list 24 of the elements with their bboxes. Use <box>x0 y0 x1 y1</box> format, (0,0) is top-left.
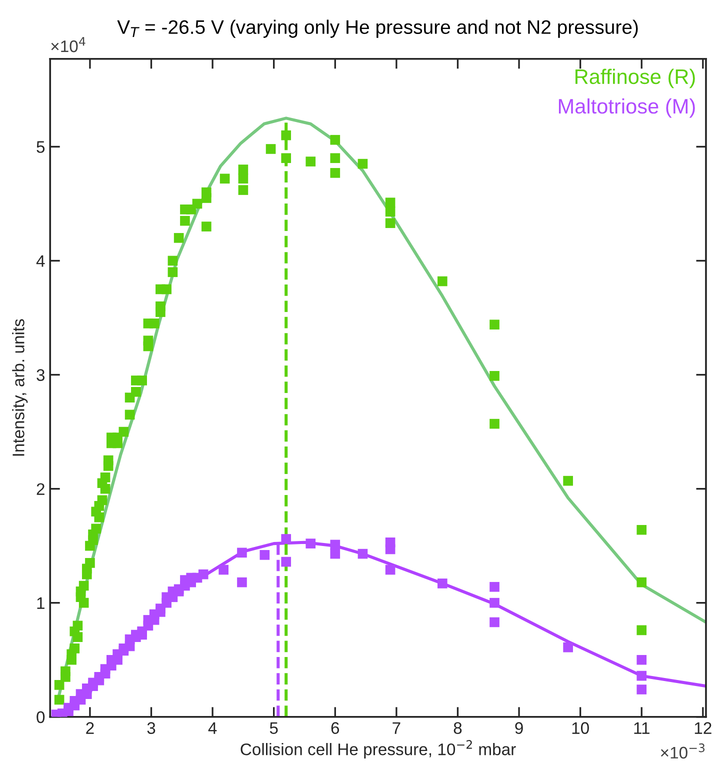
text: ×10$^{−3}$ <box>660 743 705 759</box>
x-tick-label: 5 <box>270 722 278 734</box>
text: Raffinose (R) <box>575 68 695 88</box>
x-tick-label: 2 <box>86 722 94 734</box>
text: Maltotriose (M) <box>558 98 695 118</box>
x-tick-label: 4 <box>208 722 217 734</box>
y-tick-label: 0 <box>36 711 45 724</box>
x-tick-label: 11 <box>634 722 650 734</box>
x-tick-label: 10 <box>572 722 589 734</box>
text: ×10$^{4}$ <box>51 37 86 52</box>
y-tick-label: 5 <box>36 141 45 153</box>
x-tick-label: 12 <box>694 722 712 734</box>
x-tick-label: 9 <box>515 722 523 734</box>
y-tick-label: 4 <box>36 255 45 267</box>
y-tick-label: 1 <box>37 597 44 609</box>
y-tick-label: 3 <box>36 369 45 381</box>
x-tick-label: 3 <box>147 722 156 734</box>
x-tick-label: 7 <box>392 722 400 734</box>
chart-title: V$_{T}$ = -26.5 V (varying only He pressure and not N2 pressure) <box>117 20 638 38</box>
x-axis-title: Collision cell He pressure, 10$^{−2}$ mbar <box>240 740 516 759</box>
y-axis-title: Intensity, arb. units <box>12 319 28 456</box>
x-tick-label: 8 <box>454 722 462 734</box>
x-tick-label: 6 <box>331 722 340 734</box>
y-tick-label: 2 <box>36 483 44 495</box>
